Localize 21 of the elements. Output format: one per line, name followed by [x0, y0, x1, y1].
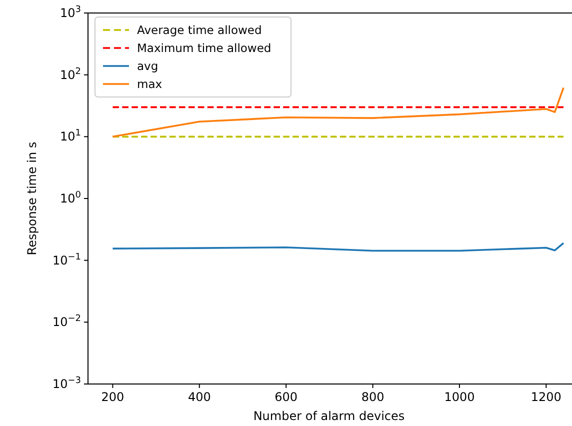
- x-tick-label: 1200: [530, 390, 562, 404]
- legend-label: Maximum time allowed: [137, 41, 272, 55]
- line-series: [112, 242, 564, 252]
- x-tick-label: 800: [361, 390, 384, 404]
- x-tick-label: 400: [188, 390, 211, 404]
- x-tick-label: 200: [101, 390, 124, 404]
- legend-label: max: [137, 77, 162, 91]
- line-series: [112, 86, 564, 138]
- x-tick-label: 1000: [444, 390, 475, 404]
- legend-label: avg: [137, 59, 158, 73]
- y-tick-label: 10$^{−2}$: [52, 314, 81, 330]
- y-tick-label: 10$^{0}$: [60, 190, 82, 206]
- y-tick-label: 10$^{1}$: [60, 128, 81, 144]
- legend-label: Average time allowed: [137, 23, 262, 37]
- y-tick-label: 10$^{−3}$: [52, 376, 81, 391]
- y-tick-label: 10$^{3}$: [60, 5, 81, 20]
- y-tick-label: 10$^{2}$: [60, 66, 81, 82]
- y-axis-title: Response time in s: [25, 142, 39, 256]
- x-axis-title: Number of alarm devices: [253, 409, 405, 423]
- y-tick-label: 10$^{−1}$: [52, 252, 81, 268]
- x-tick-label: 600: [274, 390, 298, 404]
